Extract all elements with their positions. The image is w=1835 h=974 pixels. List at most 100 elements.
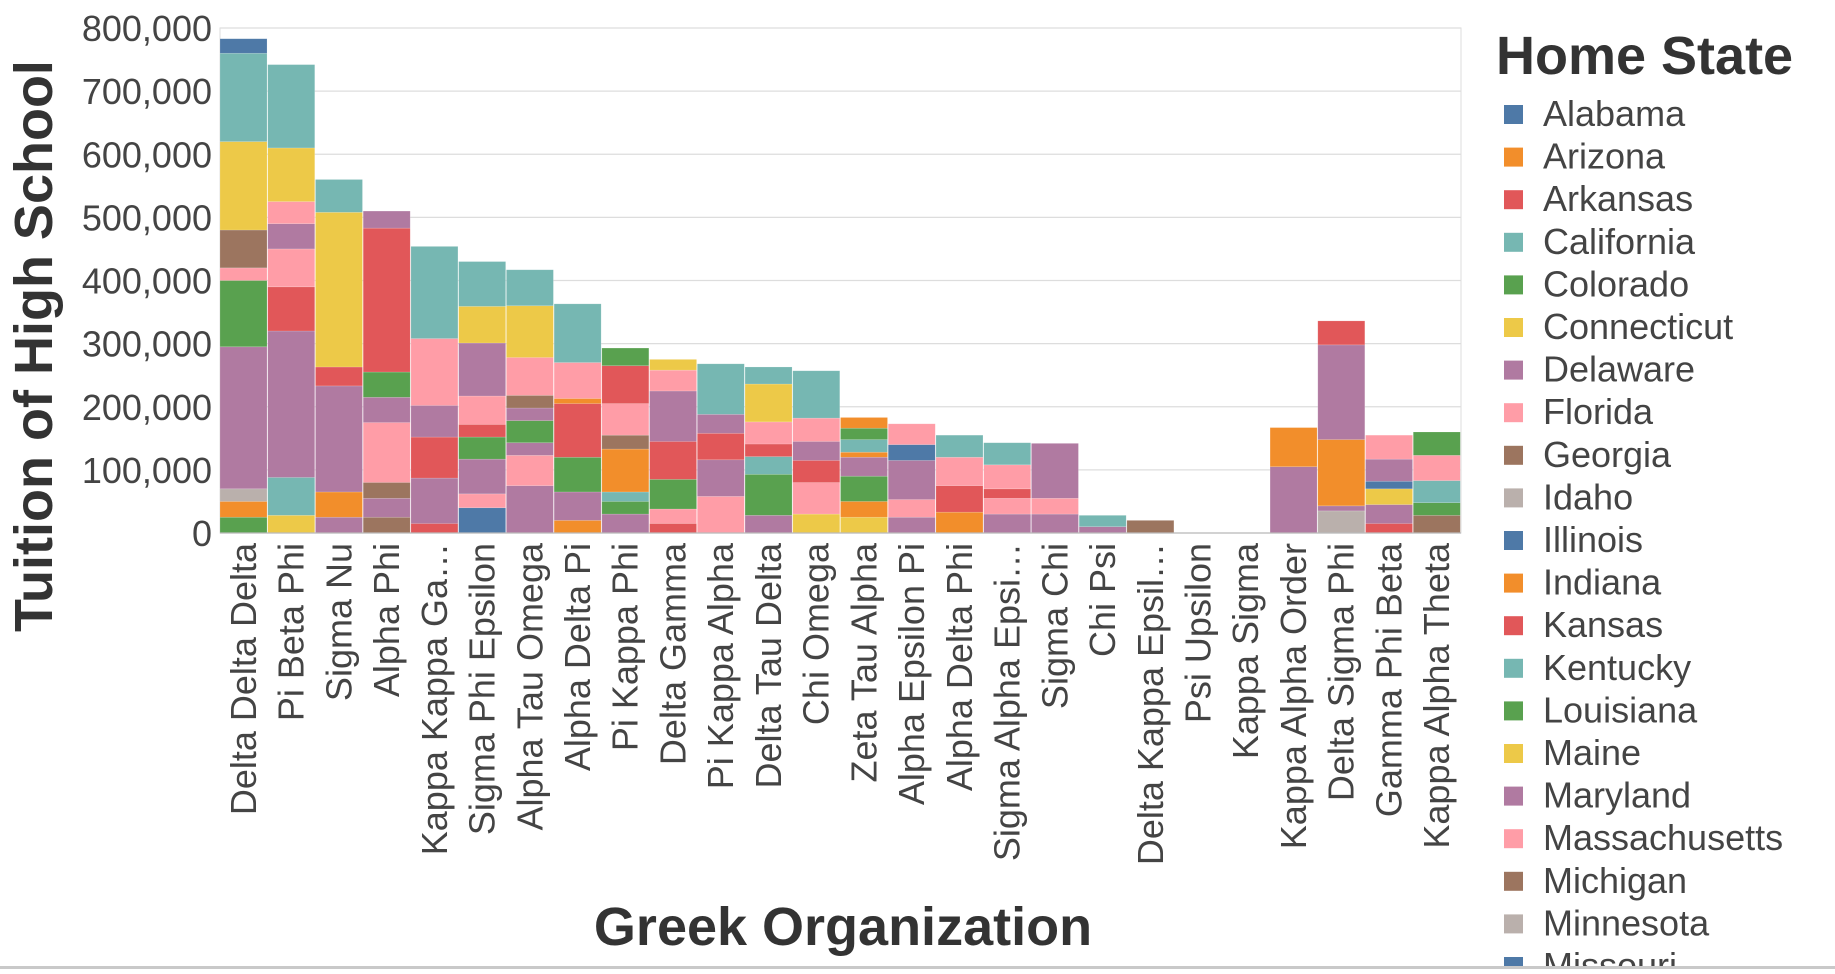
bar-segment xyxy=(935,511,984,534)
bar-segment xyxy=(840,475,888,502)
bar-segment xyxy=(267,147,316,202)
bar-segment xyxy=(601,403,650,436)
legend-swatch xyxy=(1504,105,1523,124)
bar-segment xyxy=(458,306,506,344)
bar-segment xyxy=(1031,443,1079,499)
legend-swatch xyxy=(1504,275,1523,295)
bar-segment xyxy=(649,359,697,371)
bar-segment xyxy=(458,342,506,397)
x-tick-label: Kappa Alpha Theta xyxy=(1416,542,1457,849)
bar-segment xyxy=(410,246,459,339)
bar-segment xyxy=(1269,466,1318,534)
bar-segment xyxy=(744,366,793,385)
bottom-divider xyxy=(0,966,1835,969)
x-tick-label: Chi Omega xyxy=(796,542,837,725)
bar-segment xyxy=(506,357,554,396)
legend-label: Minnesota xyxy=(1543,902,1710,943)
bar-segment xyxy=(649,508,697,524)
legend-swatch xyxy=(1504,445,1523,465)
bar-segment xyxy=(887,499,936,518)
bar-segment xyxy=(649,441,697,480)
bar-segment xyxy=(315,491,363,518)
bar-segment xyxy=(601,448,650,493)
bar-segment xyxy=(649,523,697,534)
bar-segment xyxy=(601,434,650,450)
bar-segment xyxy=(553,520,602,534)
bar-segment xyxy=(1412,515,1461,534)
legend-swatch xyxy=(1504,914,1523,934)
bar-segment xyxy=(1078,526,1127,534)
legend-label: Maine xyxy=(1543,732,1641,773)
bar-segment xyxy=(601,501,650,515)
bar-segment xyxy=(219,52,268,142)
bar-segment xyxy=(1126,520,1175,534)
bar-segment xyxy=(219,516,268,534)
bar-segment xyxy=(553,491,602,521)
bar-segment xyxy=(219,141,268,231)
bar-segment xyxy=(840,439,888,453)
bar-segment xyxy=(792,460,841,483)
x-tick-label: Gamma Phi Beta xyxy=(1368,542,1409,817)
legend-label: Michigan xyxy=(1543,860,1687,901)
x-tick-label: Delta Gamma xyxy=(652,542,693,765)
bar-segment xyxy=(219,38,268,54)
bar-segment xyxy=(410,523,459,534)
legend-label: Kansas xyxy=(1543,604,1663,645)
legend-label: Massachusetts xyxy=(1543,817,1783,858)
bar-segment xyxy=(553,403,602,458)
axes: 0 100,000 200,000 300,000 400,000 500,000 600,… xyxy=(82,8,1461,865)
bar-segment xyxy=(840,516,888,534)
bar-segment xyxy=(887,460,936,500)
x-tick-label: Delta Tau Delta xyxy=(748,542,789,788)
bar-segment xyxy=(744,383,793,423)
bar-segment xyxy=(506,485,554,534)
bar-segment xyxy=(315,366,363,387)
bar-segment xyxy=(792,441,841,461)
legend-swatch xyxy=(1504,232,1523,252)
bar-segment xyxy=(1317,344,1366,440)
bar-segment xyxy=(1365,504,1413,524)
legend-swatch xyxy=(1504,786,1523,806)
x-tick-label: Delta Sigma Phi xyxy=(1321,543,1362,801)
legend-swatch xyxy=(1504,829,1523,849)
x-tick-label: Zeta Tau Alpha xyxy=(843,542,884,782)
x-tick-label: Sigma Phi Epsilon xyxy=(462,543,503,835)
x-tick-label: Chi Psi xyxy=(1082,543,1123,657)
legend-swatch xyxy=(1504,531,1523,550)
bar-segment xyxy=(553,303,602,363)
x-tick-label: Alpha Tau Omega xyxy=(509,542,550,831)
bar-segment xyxy=(506,420,554,444)
bar-segment xyxy=(410,338,459,406)
bar-segment xyxy=(1317,439,1366,507)
bar-segment xyxy=(506,269,554,307)
legend-swatch xyxy=(1504,488,1523,508)
bar-segment xyxy=(219,501,268,518)
bar-segment xyxy=(601,365,650,404)
bar-segment xyxy=(553,362,602,399)
y-tick-label: 200,000 xyxy=(82,387,212,428)
bar-segment xyxy=(1365,458,1413,482)
bar-segment xyxy=(649,369,697,392)
bar-segment xyxy=(744,421,793,445)
bar-segment xyxy=(553,398,602,404)
legend-label: Louisiana xyxy=(1543,689,1698,730)
bar-segment xyxy=(935,456,984,486)
bar-segment xyxy=(267,223,316,250)
bar-segment xyxy=(506,442,554,456)
bar-segment xyxy=(458,458,506,495)
bar-segment xyxy=(935,485,984,513)
legend-label: Indiana xyxy=(1543,562,1662,603)
bar-segment xyxy=(1365,523,1413,534)
legend: Home State AlabamaArizonaArkansasCalifor… xyxy=(1496,26,1793,974)
x-tick-label: Kappa Sigma xyxy=(1225,542,1266,759)
bar-segment xyxy=(458,493,506,509)
legend-swatch xyxy=(1504,658,1523,678)
bar-segment xyxy=(1412,480,1461,504)
bar-segment xyxy=(744,456,793,475)
bar-segment xyxy=(362,516,411,534)
bar-segment xyxy=(1365,434,1413,460)
bar-segment xyxy=(506,407,554,421)
bar-segment xyxy=(362,227,411,373)
bar-segment xyxy=(840,456,888,477)
